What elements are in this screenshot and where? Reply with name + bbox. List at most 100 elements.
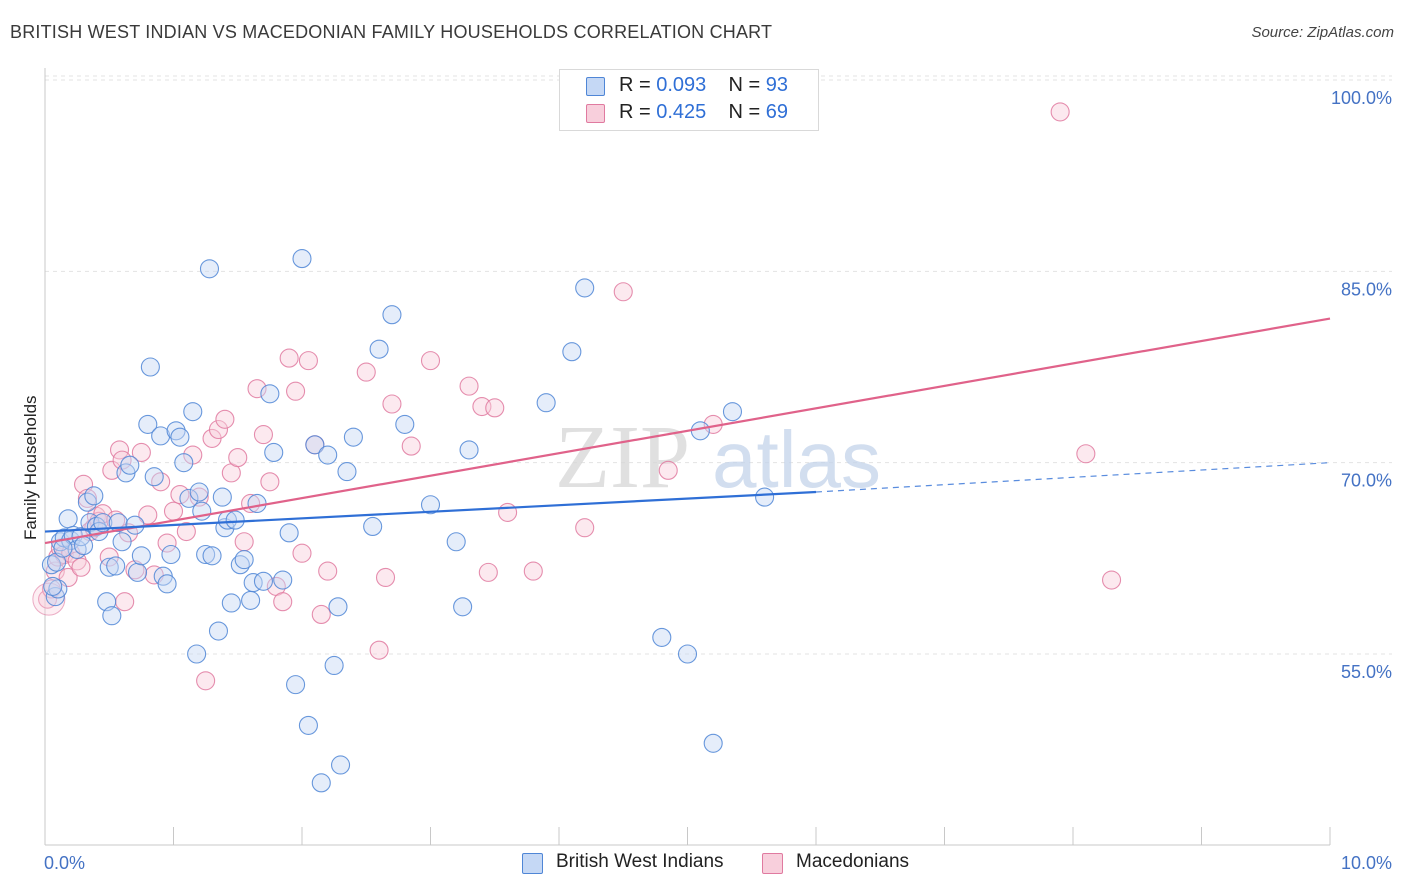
british-west-indians-point	[755, 487, 775, 507]
macedonians-point	[498, 502, 518, 522]
macedonians-point	[478, 562, 498, 582]
british-west-indians-point	[677, 644, 698, 664]
macedonians-point	[375, 567, 396, 588]
watermark-atlas: atlas	[712, 415, 881, 504]
british-west-indians-point	[230, 555, 250, 575]
macedonians-point	[318, 561, 338, 581]
british-west-indians-point	[575, 278, 595, 298]
british-west-indians-point	[187, 644, 207, 664]
legend: R = 0.093 N = 93 R = 0.425 N = 69	[559, 69, 819, 131]
macedonians-point	[189, 487, 209, 507]
y-tick-label: 85.0%	[1341, 279, 1392, 299]
british-west-indians-point	[41, 555, 61, 575]
british-west-indians-point	[253, 571, 274, 591]
british-west-indians-point	[170, 427, 190, 447]
macedonians-point	[260, 472, 280, 492]
british-west-indians-point	[120, 455, 140, 475]
british-west-indians-point	[311, 773, 331, 793]
y-axis-label: Family Households	[21, 395, 40, 540]
british-west-indians-point	[343, 427, 363, 447]
trend-lines	[44, 317, 1331, 545]
macedonians-point	[1050, 102, 1070, 122]
bottom-legend-swatch-blue	[522, 853, 543, 874]
macedonians-point	[1076, 444, 1096, 464]
british-west-indians-point	[208, 621, 229, 641]
british-west-indians-point	[47, 552, 67, 572]
legend-r-value: 0.093	[656, 74, 707, 96]
watermark-zip: ZIP	[555, 408, 690, 507]
macedonians-point	[157, 533, 177, 553]
legend-r-label: R =	[619, 101, 651, 123]
macedonians-point	[613, 282, 633, 302]
legend-n-value: 93	[765, 74, 789, 96]
macedonians-point	[71, 557, 91, 577]
trend-line-macedonians	[44, 317, 1331, 545]
british-west-indians-point	[330, 755, 351, 775]
macedonians-point	[311, 604, 331, 625]
british-west-indians-point	[328, 597, 348, 617]
macedonians-point	[356, 362, 376, 382]
british-west-indians-point	[221, 593, 241, 613]
macedonians-point	[228, 448, 248, 468]
trend-line-british-west-indians	[44, 490, 817, 533]
british-west-indians-point	[536, 393, 556, 413]
macedonians-point	[459, 376, 479, 396]
british-west-indians-point	[324, 655, 344, 676]
legend-swatch-pink	[586, 104, 605, 123]
british-west-indians-point	[138, 414, 158, 434]
macedonians-point	[253, 425, 274, 445]
british-west-indians-point	[127, 562, 148, 582]
legend-swatch-blue	[586, 77, 605, 96]
macedonians-point	[131, 442, 151, 463]
macedonians-point	[151, 472, 171, 492]
british-west-indians-point	[459, 440, 479, 460]
legend-n-value: 69	[765, 101, 789, 123]
legend-r-label: R =	[619, 74, 651, 96]
macedonians-point	[279, 348, 299, 368]
british-west-indians-point	[48, 579, 68, 599]
british-west-indians-point	[243, 573, 263, 593]
british-west-indians-point	[58, 509, 78, 529]
british-west-indians-point	[264, 442, 284, 463]
british-west-indians-point	[690, 421, 710, 441]
british-west-indians-point	[420, 495, 441, 515]
british-west-indians-point	[84, 486, 104, 506]
macedonians-point	[658, 460, 678, 480]
macedonians-point	[420, 351, 441, 371]
macedonians-point	[102, 460, 122, 480]
british-west-indians-point	[179, 488, 199, 508]
british-west-indians-point	[260, 384, 280, 404]
axes	[44, 68, 1331, 846]
british-west-indians-point	[174, 453, 194, 473]
british-west-indians-point	[279, 523, 299, 543]
british-west-indians-point	[286, 675, 306, 695]
macedonians-point	[298, 351, 318, 371]
watermark: ZIP atlas	[555, 408, 881, 507]
british-west-indians-point	[273, 570, 293, 590]
british-west-indians-point	[74, 536, 94, 556]
y-tick-label: 55.0%	[1341, 662, 1392, 682]
macedonians-point	[1102, 570, 1122, 590]
british-west-indians-point	[157, 574, 177, 594]
legend-r-value: 0.425	[656, 101, 707, 123]
macedonians-point	[208, 419, 229, 440]
x-tick-label: 10.0%	[1341, 853, 1392, 873]
british-west-indians-point	[318, 445, 338, 465]
x-tick-labels: 0.0% 10.0%	[44, 853, 1392, 873]
british-west-indians-point	[43, 576, 63, 596]
british-west-indians-point	[112, 532, 132, 552]
british-west-indians-point	[196, 544, 216, 565]
british-west-indians-point	[305, 435, 325, 455]
macedonians-point	[176, 521, 196, 542]
macedonians-point	[286, 381, 306, 401]
british-west-indians-point	[382, 305, 402, 325]
macedonians-point	[292, 543, 312, 563]
legend-n-label: N =	[728, 101, 761, 123]
british-west-indians-point	[202, 546, 222, 566]
macedonians-point	[369, 640, 389, 660]
british-west-indians-point	[247, 493, 267, 514]
y-tick-label: 100.0%	[1331, 88, 1392, 108]
british-west-indians-point	[93, 513, 113, 533]
british-west-indians-point	[212, 487, 232, 507]
british-west-indians-point	[234, 550, 254, 570]
